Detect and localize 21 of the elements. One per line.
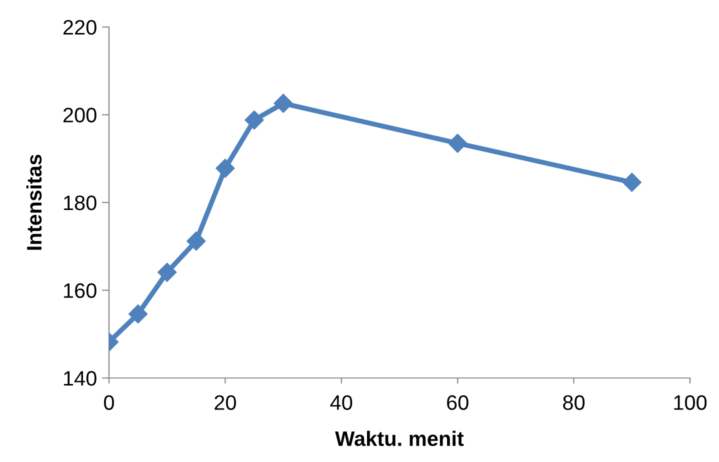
point [622, 172, 642, 192]
x-axis-title: Waktu. menit [335, 430, 464, 446]
x-tick-label: 80 [563, 395, 585, 410]
y-tick-label: 200 [63, 108, 96, 123]
x-tick-label: 100 [674, 395, 707, 410]
y-tick-label: 180 [64, 196, 96, 210]
point [274, 94, 293, 113]
point [158, 262, 177, 282]
x-tick-label: 60 [447, 395, 468, 410]
point [448, 134, 468, 153]
y-tick-label: 140 [64, 371, 96, 386]
y-axis-title: Intensitas [26, 154, 42, 250]
y-tick-label: 220 [63, 20, 96, 35]
x-tick-label: 40 [330, 395, 352, 410]
x-tick-label: 20 [214, 395, 236, 410]
point [128, 304, 148, 324]
x-tick-label: 0 [104, 395, 114, 410]
point [244, 110, 264, 130]
point [216, 158, 235, 178]
point [186, 232, 206, 251]
y-tick-label: 160 [64, 283, 96, 298]
